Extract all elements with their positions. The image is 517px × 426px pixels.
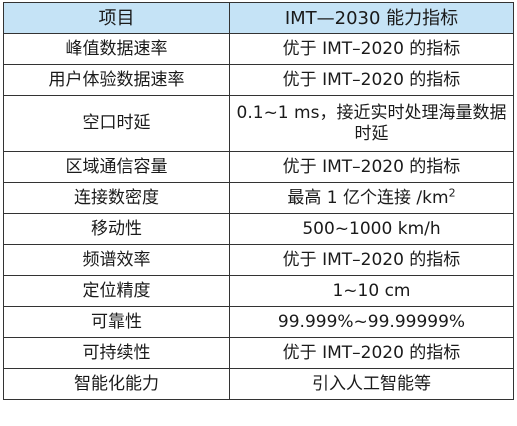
row-value-spectrum-efficiency: 优于 IMT–2020 的指标 — [229, 244, 514, 276]
row-value-air-interface-latency: 0.1~1 ms，接近实时处理海量数据时延 — [229, 95, 514, 152]
table-row: 可持续性 优于 IMT–2020 的指标 — [3, 337, 514, 369]
row-item-area-traffic-capacity: 区域通信容量 — [3, 151, 230, 183]
row-value-connection-density: 最高 1 亿个连接 /km2 — [229, 182, 514, 214]
table-row: 峰值数据速率 优于 IMT–2020 的指标 — [3, 33, 514, 65]
table-row: 定位精度 1~10 cm — [3, 275, 514, 307]
row-item-user-experienced-rate: 用户体验数据速率 — [3, 64, 230, 96]
row-value-positioning-accuracy: 1~10 cm — [229, 275, 514, 307]
table-row: 区域通信容量 优于 IMT–2020 的指标 — [3, 151, 514, 183]
table-row: 连接数密度 最高 1 亿个连接 /km2 — [3, 182, 514, 214]
row-value-peak-data-rate: 优于 IMT–2020 的指标 — [229, 33, 514, 65]
row-item-ai-capability: 智能化能力 — [3, 368, 230, 400]
table-row: 空口时延 0.1~1 ms，接近实时处理海量数据时延 — [3, 95, 514, 152]
connection-density-text: 最高 1 亿个连接 /km — [287, 187, 449, 208]
row-item-peak-data-rate: 峰值数据速率 — [3, 33, 230, 65]
header-item: 项目 — [3, 2, 230, 34]
row-value-area-traffic-capacity: 优于 IMT–2020 的指标 — [229, 151, 514, 183]
connection-density-superscript: 2 — [448, 185, 456, 199]
table-row: 用户体验数据速率 优于 IMT–2020 的指标 — [3, 64, 514, 96]
row-item-air-interface-latency: 空口时延 — [3, 95, 230, 152]
table-header-row: 项目 IMT—2030 能力指标 — [3, 2, 514, 34]
row-value-mobility: 500~1000 km/h — [229, 213, 514, 245]
table-row: 频谱效率 优于 IMT–2020 的指标 — [3, 244, 514, 276]
row-item-sustainability: 可持续性 — [3, 337, 230, 369]
row-value-user-experienced-rate: 优于 IMT–2020 的指标 — [229, 64, 514, 96]
row-item-mobility: 移动性 — [3, 213, 230, 245]
table-row: 智能化能力 引入人工智能等 — [3, 368, 514, 400]
row-item-connection-density: 连接数密度 — [3, 182, 230, 214]
row-value-ai-capability: 引入人工智能等 — [229, 368, 514, 400]
table-row: 移动性 500~1000 km/h — [3, 213, 514, 245]
table-row: 可靠性 99.999%~99.99999% — [3, 306, 514, 338]
row-value-sustainability: 优于 IMT–2020 的指标 — [229, 337, 514, 369]
row-item-spectrum-efficiency: 频谱效率 — [3, 244, 230, 276]
row-item-reliability: 可靠性 — [3, 306, 230, 338]
imt2030-capability-table: 项目 IMT—2030 能力指标 峰值数据速率 优于 IMT–2020 的指标 … — [3, 2, 514, 400]
row-item-positioning-accuracy: 定位精度 — [3, 275, 230, 307]
header-capability: IMT—2030 能力指标 — [229, 2, 514, 34]
row-value-reliability: 99.999%~99.99999% — [229, 306, 514, 338]
